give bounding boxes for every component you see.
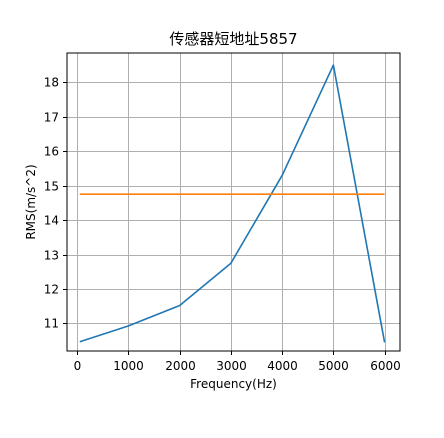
y-axis-label: RMS(m/s^2)	[24, 164, 38, 239]
y-tick-label: 17	[44, 111, 59, 125]
y-tick-label: 11	[44, 317, 59, 331]
chart-title: 传感器短地址5857	[169, 30, 297, 48]
x-tick-label: 4000	[267, 359, 298, 373]
y-tick-label: 18	[44, 76, 59, 90]
y-tick-label: 16	[44, 145, 59, 159]
plot-frame	[66, 52, 401, 352]
x-tick-label: 6000	[370, 359, 401, 373]
x-axis-label: Frequency(Hz)	[190, 377, 277, 391]
series-line-1	[79, 64, 386, 343]
x-tick-label: 0	[74, 359, 82, 373]
plot-lines	[79, 64, 386, 343]
x-tick-label: 2000	[165, 359, 196, 373]
y-tick-label: 13	[44, 249, 59, 263]
y-tick-label: 14	[44, 214, 59, 228]
x-tick-label: 1000	[113, 359, 144, 373]
x-tick-label: 3000	[216, 359, 247, 373]
grid	[67, 53, 400, 351]
x-tick-label: 5000	[318, 359, 349, 373]
y-tick-label: 15	[44, 180, 59, 194]
y-tick-label: 12	[44, 283, 59, 297]
axis-ticks: 0 1000 2000 3000 4000 5000 6000 11 12 13 14 15 16 17 1…	[44, 76, 401, 374]
